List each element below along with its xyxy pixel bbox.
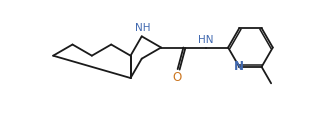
Text: HN: HN [198, 35, 213, 45]
Text: NH: NH [135, 23, 151, 33]
Text: O: O [172, 71, 181, 84]
Text: N: N [234, 60, 244, 73]
